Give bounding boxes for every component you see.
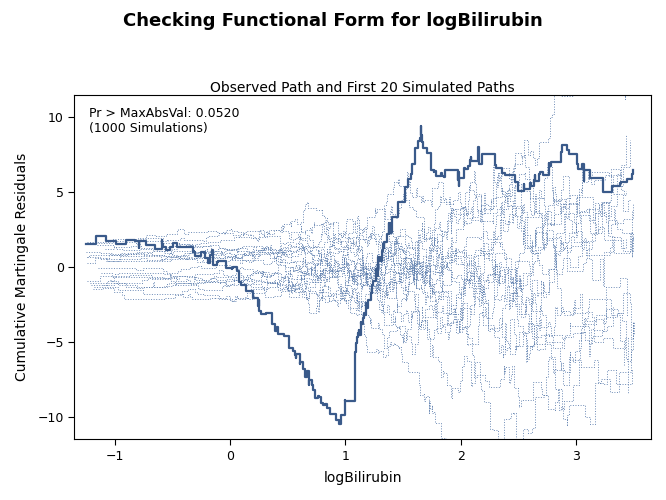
Text: Pr > MaxAbsVal: 0.0520
(1000 Simulations): Pr > MaxAbsVal: 0.0520 (1000 Simulations… [89,106,239,134]
Text: Checking Functional Form for logBilirubin: Checking Functional Form for logBilirubi… [123,12,543,30]
Title: Observed Path and First 20 Simulated Paths: Observed Path and First 20 Simulated Pat… [210,80,515,94]
Y-axis label: Cumulative Martingale Residuals: Cumulative Martingale Residuals [15,153,29,381]
X-axis label: logBilirubin: logBilirubin [323,471,402,485]
